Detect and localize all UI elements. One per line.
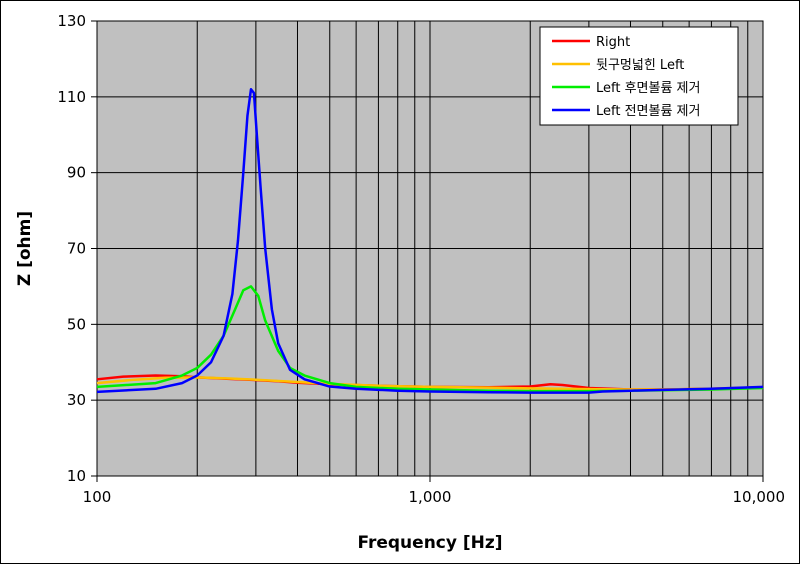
series-line-4 xyxy=(96,88,764,394)
y-tick-label: 110 xyxy=(57,88,86,106)
series-layer xyxy=(96,88,764,394)
y-axis-title: Z [ohm] xyxy=(15,211,35,286)
x-axis-title: Frequency [Hz] xyxy=(357,533,502,553)
legend: Right 뒷구멍넓힌 Left Left 후면볼륨 제거 Left 전면볼륨 제거 xyxy=(539,26,739,126)
y-tick-label: 10 xyxy=(67,467,86,485)
x-tick-label: 1,000 xyxy=(409,488,452,506)
x-tick-label: 10,000 xyxy=(733,488,786,506)
y-tick-label: 50 xyxy=(67,315,86,333)
y-tick-labels: 10 30 50 70 90 110 130 xyxy=(57,12,97,485)
legend-box xyxy=(539,26,739,126)
y-tick-label: 90 xyxy=(67,164,86,182)
y-tick-label: 130 xyxy=(57,12,86,30)
legend-label: 뒷구멍넓힌 Left xyxy=(596,58,684,73)
x-tick-labels: 100 1,000 10,000 xyxy=(83,476,785,506)
legend-label: Left 후면볼륨 제거 xyxy=(596,81,700,96)
legend-label: Left 전면볼륨 제거 xyxy=(596,104,700,119)
legend-label: Right xyxy=(596,35,630,50)
y-tick-label: 70 xyxy=(67,240,86,258)
x-tick-label: 100 xyxy=(83,488,112,506)
y-tick-label: 30 xyxy=(67,391,86,409)
